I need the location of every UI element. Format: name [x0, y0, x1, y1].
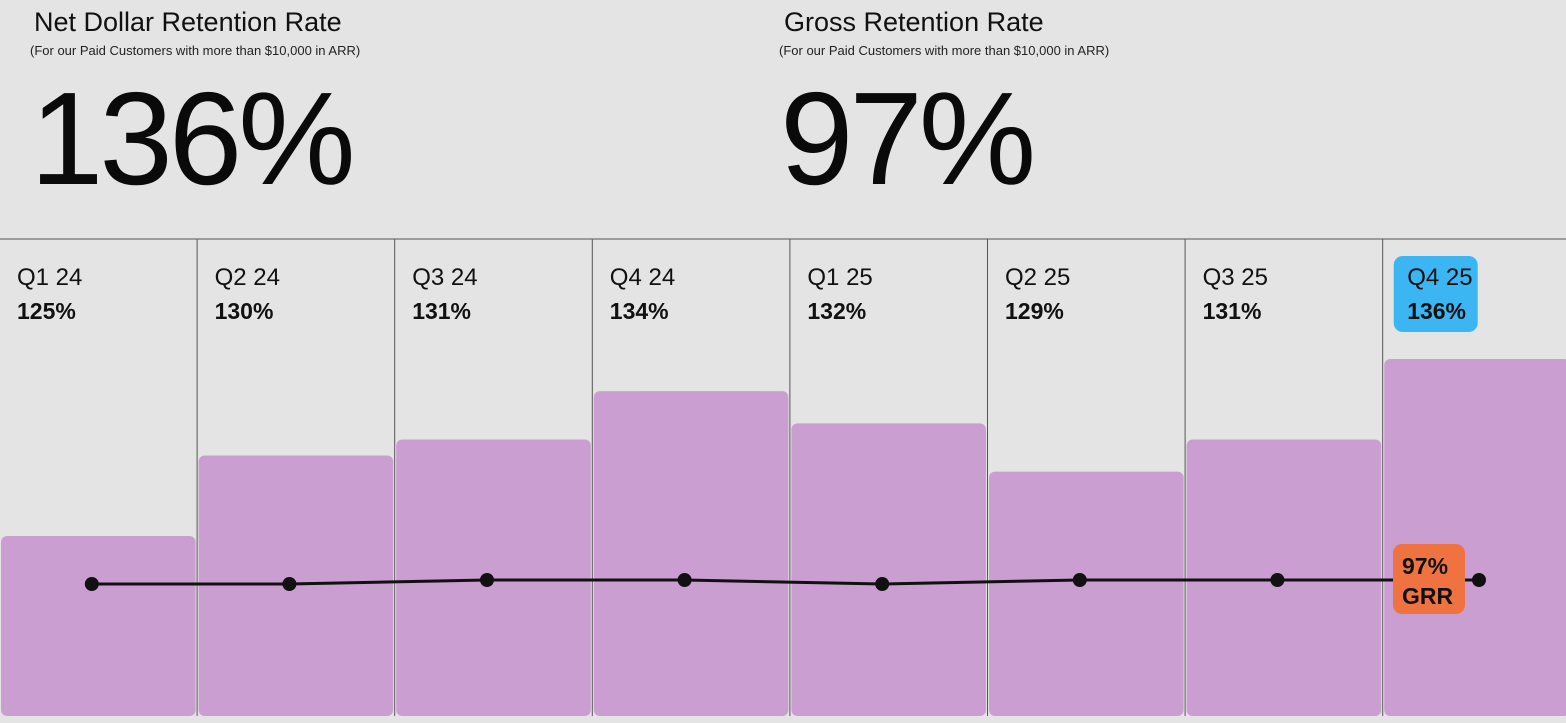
grr-point: [1072, 573, 1087, 587]
category-label: Q2 25: [1005, 264, 1070, 291]
bar: [1384, 359, 1566, 716]
grr-badge: [1393, 544, 1465, 614]
grr-badge-text: 97%: [1402, 553, 1448, 579]
category-label: Q2 24: [215, 264, 280, 291]
category-label: Q1 25: [807, 264, 872, 291]
grr-point: [84, 577, 99, 591]
kpi-subtitle: (For our Paid Customers with more than $…: [30, 43, 361, 58]
grr-point: [1472, 573, 1486, 587]
value-label: 125%: [17, 298, 76, 324]
kpi-value: 136%: [30, 65, 356, 212]
value-label: 131%: [412, 298, 471, 324]
category-label: Q3 24: [412, 264, 477, 291]
grr-point: [282, 577, 297, 591]
value-label: 131%: [1203, 298, 1262, 324]
value-label: 130%: [215, 298, 274, 324]
value-label: 136%: [1407, 298, 1466, 324]
bar: [1, 536, 196, 716]
kpi-value: 97%: [780, 65, 1036, 212]
kpi-title: Gross Retention Rate: [784, 7, 1044, 37]
value-label: 129%: [1005, 298, 1064, 324]
grr-point: [1270, 573, 1285, 587]
grr-point: [875, 577, 890, 591]
category-label: Q4 24: [610, 264, 675, 291]
bar: [989, 471, 1184, 716]
grr-point: [677, 573, 692, 587]
grr-badge-text: GRR: [1402, 583, 1454, 609]
kpi-title: Net Dollar Retention Rate: [34, 7, 342, 37]
category-label: Q1 24: [17, 264, 82, 291]
value-label: 134%: [610, 298, 669, 324]
bar: [791, 423, 986, 716]
bar: [593, 391, 789, 716]
grr-line: [91, 578, 1479, 586]
highlight-badge: [1393, 256, 1478, 332]
grr-point: [480, 573, 494, 587]
kpi-subtitle: (For our Paid Customers with more than $…: [779, 43, 1110, 58]
category-label: Q3 25: [1203, 264, 1268, 291]
value-label: 132%: [807, 298, 866, 324]
category-label: Q4 25: [1407, 264, 1472, 291]
